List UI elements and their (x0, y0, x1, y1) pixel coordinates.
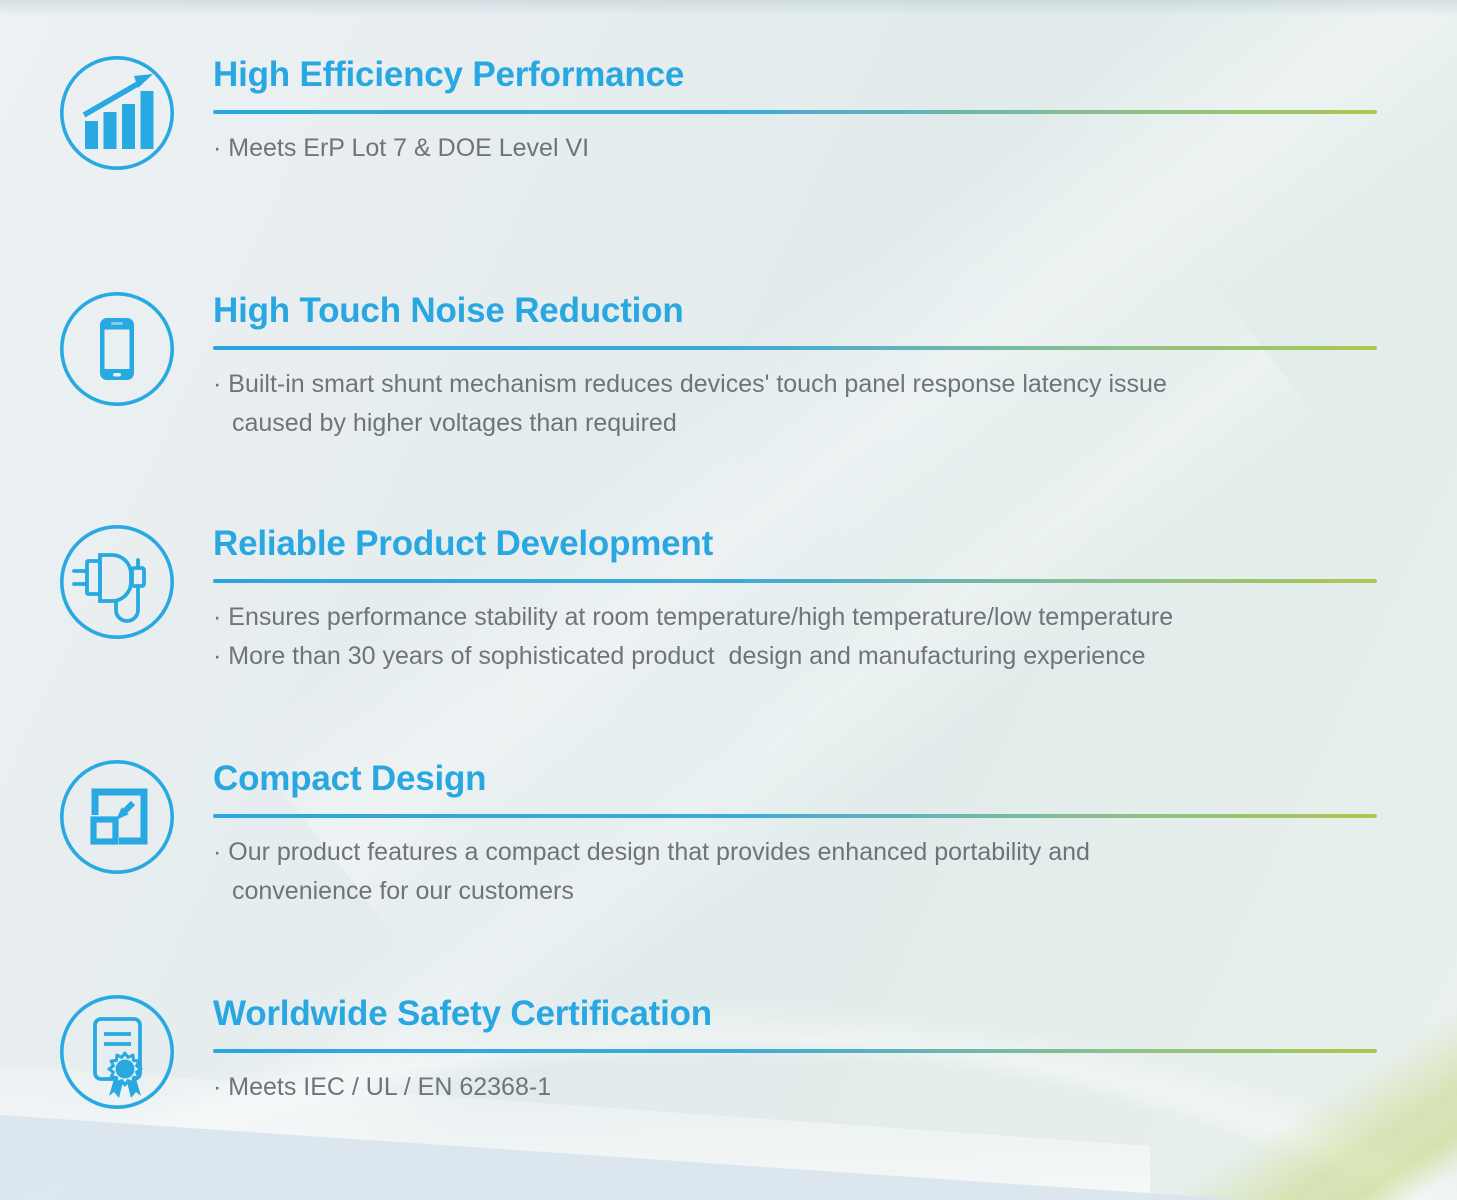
certificate-icon (59, 994, 175, 1110)
feature-high-efficiency-performance: High Efficiency Performance · Meets ErP … (0, 55, 1457, 285)
accent-underline (213, 346, 1377, 350)
power-adapter-icon (59, 524, 175, 640)
feature-title: High Touch Noise Reduction (213, 291, 684, 330)
bullet-item: · Meets IEC / UL / EN 62368-1 (213, 1073, 552, 1101)
top-shade (0, 0, 1457, 16)
bullet-item: · Built-in smart shunt mechanism reduces… (213, 370, 1167, 437)
bar-chart-growth-icon (59, 55, 175, 171)
feature-title: Reliable Product Development (213, 524, 714, 563)
bullet-item: · Meets ErP Lot 7 & DOE Level VI (213, 134, 590, 162)
accent-underline (213, 814, 1377, 818)
accent-underline (213, 579, 1377, 583)
feature-reliable-product-development: Reliable Product Development · Ensures p… (0, 524, 1457, 754)
feature-title: Compact Design (213, 759, 487, 798)
feature-compact-design: Compact Design · Our product features a … (0, 759, 1457, 989)
bullet-item: · Ensures performance stability at room … (213, 603, 1174, 631)
compact-resize-icon (59, 759, 175, 875)
feature-worldwide-safety-certification: Worldwide Safety Certification · Meets I… (0, 994, 1457, 1200)
feature-high-touch-noise-reduction: High Touch Noise Reduction · Built-in sm… (0, 291, 1457, 521)
accent-underline (213, 110, 1377, 114)
bullet-item: · More than 30 years of sophisticated pr… (213, 642, 1146, 670)
smartphone-icon (59, 291, 175, 407)
accent-underline (213, 1049, 1377, 1053)
feature-title: High Efficiency Performance (213, 55, 685, 94)
feature-title: Worldwide Safety Certification (213, 994, 712, 1033)
bullet-item: · Our product features a compact design … (213, 838, 1090, 905)
